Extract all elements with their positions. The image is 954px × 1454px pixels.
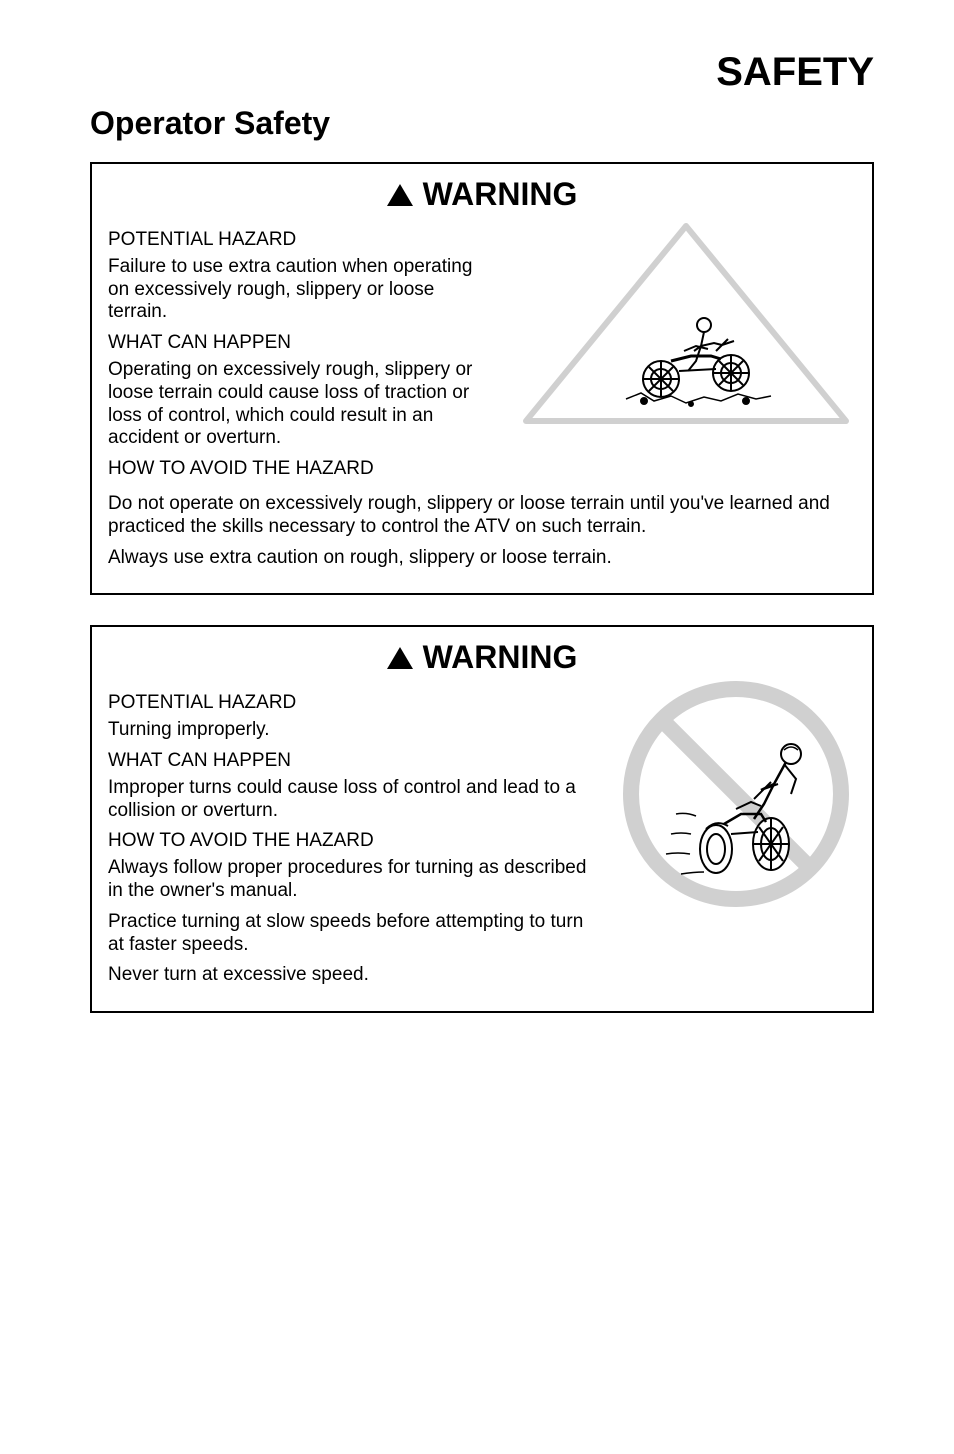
warning-box-terrain: WARNING POTENTIAL HAZARD Failure to use … <box>90 162 874 595</box>
section-title: Operator Safety <box>90 105 874 142</box>
warning-heading-text: WARNING <box>423 176 578 213</box>
how-to-avoid-full: Do not operate on excessively rough, sli… <box>108 493 856 569</box>
how-to-avoid-text-1: Always follow proper procedures for turn… <box>108 857 596 903</box>
warning-text-column: POTENTIAL HAZARD Failure to use extra ca… <box>108 221 496 485</box>
potential-hazard-text: Turning improperly. <box>108 719 596 742</box>
how-to-avoid-text-2: Always use extra caution on rough, slipp… <box>108 547 856 570</box>
potential-hazard-label: POTENTIAL HAZARD <box>108 229 496 252</box>
warning-triangle-icon <box>387 184 413 206</box>
page-header: SAFETY <box>90 50 874 95</box>
what-can-happen-text: Operating on excessively rough, slippery… <box>108 359 496 450</box>
improper-turn-graphic <box>616 674 856 914</box>
what-can-happen-text: Improper turns could cause loss of contr… <box>108 777 596 823</box>
warning-body: POTENTIAL HAZARD Turning improperly. WHA… <box>92 684 872 1011</box>
warning-image-column <box>616 684 856 914</box>
warning-triangle-icon <box>387 647 413 669</box>
warning-content-row: POTENTIAL HAZARD Failure to use extra ca… <box>108 221 856 485</box>
potential-hazard-text: Failure to use extra caution when operat… <box>108 256 496 324</box>
warning-image-column <box>516 221 856 431</box>
how-to-avoid-text-3: Never turn at excessive speed. <box>108 964 596 987</box>
warning-body: POTENTIAL HAZARD Failure to use extra ca… <box>92 221 872 593</box>
atv-rough-terrain-icon <box>616 301 776 411</box>
warning-heading-text: WARNING <box>423 639 578 676</box>
how-to-avoid-label: HOW TO AVOID THE HAZARD <box>108 830 596 853</box>
warning-header: WARNING <box>92 164 872 221</box>
warning-text-column: POTENTIAL HAZARD Turning improperly. WHA… <box>108 684 596 995</box>
potential-hazard-label: POTENTIAL HAZARD <box>108 692 596 715</box>
atv-turning-icon <box>646 714 836 904</box>
how-to-avoid-text-2: Practice turning at slow speeds before a… <box>108 911 596 957</box>
warning-content-row: POTENTIAL HAZARD Turning improperly. WHA… <box>108 684 856 995</box>
what-can-happen-label: WHAT CAN HAPPEN <box>108 750 596 773</box>
what-can-happen-label: WHAT CAN HAPPEN <box>108 332 496 355</box>
warning-box-turning: WARNING POTENTIAL HAZARD Turning imprope… <box>90 625 874 1013</box>
how-to-avoid-text-1: Do not operate on excessively rough, sli… <box>108 493 856 539</box>
rough-terrain-graphic <box>516 221 856 431</box>
how-to-avoid-label: HOW TO AVOID THE HAZARD <box>108 458 496 481</box>
